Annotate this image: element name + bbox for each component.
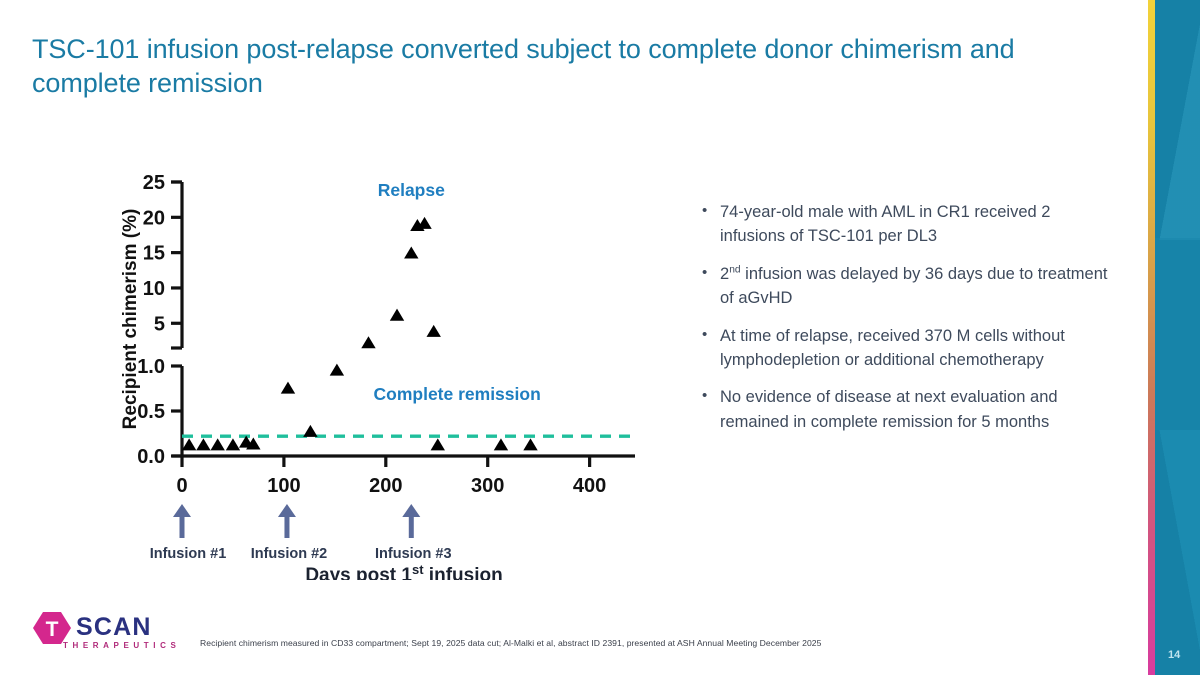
page-title: TSC-101 infusion post-relapse converted … xyxy=(32,34,1015,99)
complete-remission-label: Complete remission xyxy=(374,384,541,404)
x-tick-label: 100 xyxy=(267,475,300,497)
bullet-text-2: 2nd infusion was delayed by 36 days due … xyxy=(720,264,1108,308)
tscan-logo: T SCAN THERAPEUTICS xyxy=(30,611,180,659)
panel-shape-bottom xyxy=(1155,430,1200,675)
ordinal-suffix: nd xyxy=(729,264,741,276)
y-tick-label: 0.5 xyxy=(137,401,165,423)
y-tick-label: 20 xyxy=(143,207,165,229)
y-tick-label: 15 xyxy=(143,243,165,265)
data-point-marker xyxy=(329,363,345,376)
data-point-marker xyxy=(389,308,405,321)
data-point-marker xyxy=(303,424,318,437)
data-point-marker xyxy=(417,216,432,229)
infusion-arrow-head xyxy=(402,504,421,517)
relapse-label: Relapse xyxy=(378,180,445,200)
y-tick-label: 1.0 xyxy=(137,356,165,378)
chimerism-line-series xyxy=(189,224,530,446)
logo-mark-letter: T xyxy=(46,618,59,641)
gradient-strip xyxy=(1148,0,1155,675)
chart-svg: 0 100 200 300 400 0.0 0.5 1.0 5 10 15 20 25 Relapse Co… xyxy=(120,172,635,581)
data-point-marker xyxy=(404,246,419,259)
x-tick-label: 0 xyxy=(176,475,187,497)
panel-shape-middle xyxy=(1155,238,1200,438)
footnote: Recipient chimerism measured in CD33 com… xyxy=(200,638,822,648)
bullet-marker: • xyxy=(702,387,708,405)
logo-tagline: THERAPEUTICS xyxy=(63,641,181,650)
decorative-side-panel: 14 xyxy=(1148,0,1200,675)
data-point-marker xyxy=(210,438,225,451)
data-point-marker xyxy=(196,438,211,451)
y-tick-label: 25 xyxy=(143,172,165,194)
data-point-marker xyxy=(426,324,441,337)
infusion-label-3: Infusion #3 xyxy=(375,546,452,562)
y-axis-title: Recipient chimerism (%) xyxy=(120,209,141,430)
list-item: • 2nd infusion was delayed by 36 days du… xyxy=(698,262,1118,311)
bullet-marker: • xyxy=(702,263,708,281)
panel-shape-top xyxy=(1155,0,1200,240)
x-tick-label: 200 xyxy=(369,475,402,497)
bullet-text-3: At time of relapse, received 370 M cells… xyxy=(720,326,1065,370)
bullet-marker: • xyxy=(702,202,708,219)
page-number: 14 xyxy=(1168,649,1181,661)
infusion-label-2: Infusion #2 xyxy=(251,546,328,562)
data-point-marker xyxy=(361,336,376,349)
x-tick-label: 400 xyxy=(573,475,606,497)
bullet-text-4: No evidence of disease at next evaluatio… xyxy=(720,388,1058,431)
data-point-marker xyxy=(430,438,445,451)
hexagon-logo-icon: T xyxy=(33,612,71,644)
bullet-text-1: 74-year-old male with AML in CR1 receive… xyxy=(720,203,1051,246)
data-point-marker xyxy=(523,438,538,451)
y-tick-label: 10 xyxy=(143,278,165,300)
x-axis-title-ordinal: st xyxy=(412,562,424,577)
list-item: • No evidence of disease at next evaluat… xyxy=(698,385,1118,434)
list-item: • At time of relapse, received 370 M cel… xyxy=(698,324,1118,373)
chimerism-chart: 0 100 200 300 400 0.0 0.5 1.0 5 10 15 20 25 Relapse Co… xyxy=(110,160,670,580)
infusion-label-1: Infusion #1 xyxy=(150,546,227,562)
bullet-marker: • xyxy=(702,325,708,343)
data-point-marker xyxy=(280,381,296,394)
data-point-marker xyxy=(246,437,261,450)
infusion-arrow-head xyxy=(173,504,191,517)
y-tick-label: 0.0 xyxy=(137,446,165,468)
data-point-marker xyxy=(493,438,509,451)
logo-wordmark: SCAN xyxy=(76,613,152,641)
bullet-list: • 74-year-old male with AML in CR1 recei… xyxy=(698,200,1118,447)
data-point-marker xyxy=(225,438,241,451)
infusion-arrow-head xyxy=(277,504,296,517)
data-point-marker xyxy=(181,438,197,451)
x-tick-label: 300 xyxy=(471,475,504,497)
y-tick-label: 5 xyxy=(154,313,165,335)
x-axis-title: Days post 1st infusion xyxy=(305,562,502,581)
list-item: • 74-year-old male with AML in CR1 recei… xyxy=(698,200,1118,249)
